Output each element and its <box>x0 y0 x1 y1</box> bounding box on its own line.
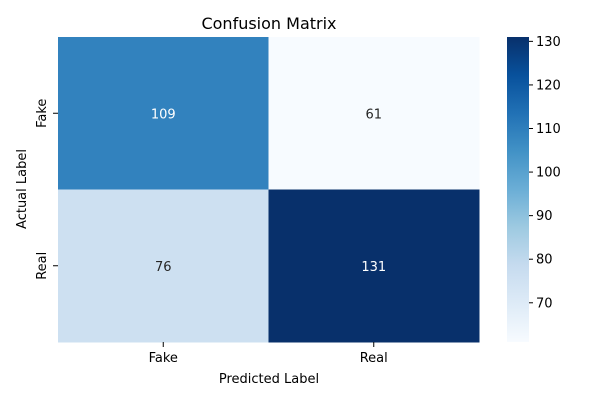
colorbar-tick-label-5: 120 <box>536 78 561 93</box>
cell-annotations: 109 61 76 131 <box>151 107 386 275</box>
x-axis-ticks: Fake Real <box>149 342 388 366</box>
cell-value-0-1: 61 <box>365 107 382 122</box>
chart-title: Confusion Matrix <box>201 14 336 33</box>
x-tick-label-1: Real <box>360 351 388 366</box>
cell-value-1-0: 76 <box>155 260 172 275</box>
heatmap-cell-1-1 <box>268 189 480 343</box>
y-axis-label: Actual Label <box>15 149 30 229</box>
colorbar-tick-label-2: 90 <box>536 209 553 224</box>
colorbar-tick-label-4: 110 <box>536 122 561 137</box>
colorbar <box>507 37 529 342</box>
x-axis-label: Predicted Label <box>219 372 319 387</box>
colorbar-tick-label-0: 70 <box>536 296 553 311</box>
y-tick-label-0: Fake <box>35 99 50 128</box>
colorbar-tick-label-6: 130 <box>536 35 561 50</box>
colorbar-ticks: 70 80 90 100 110 120 130 <box>529 35 561 311</box>
heatmap-cell-1-0 <box>58 189 269 343</box>
y-axis-ticks: Fake Real <box>35 99 58 280</box>
colorbar-tick-label-1: 80 <box>536 253 553 268</box>
y-tick-label-1: Real <box>35 252 50 280</box>
heatmap-cell-0-0 <box>58 37 269 190</box>
colorbar-tick-label-3: 100 <box>536 166 561 181</box>
heatmap-cells <box>58 37 480 343</box>
cell-value-1-1: 131 <box>361 260 386 275</box>
heatmap-cell-0-1 <box>268 37 480 190</box>
cell-value-0-0: 109 <box>151 107 176 122</box>
x-tick-label-0: Fake <box>149 351 178 366</box>
